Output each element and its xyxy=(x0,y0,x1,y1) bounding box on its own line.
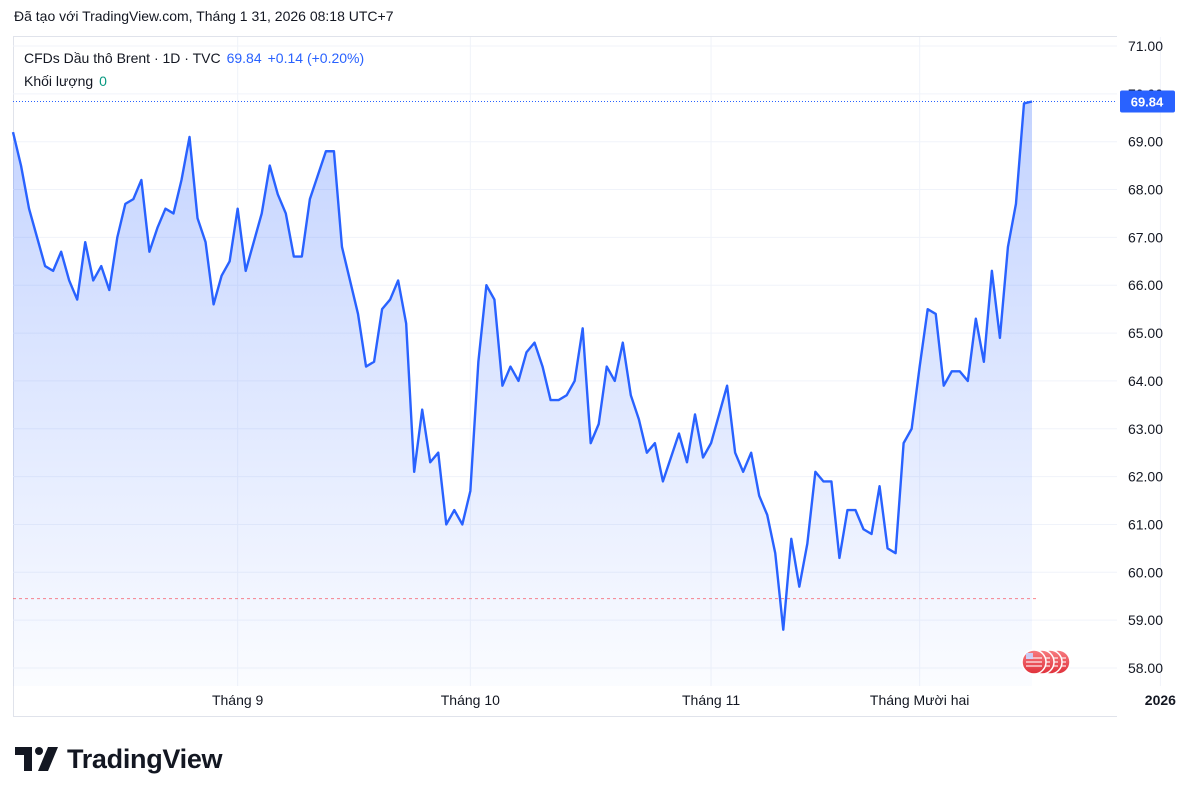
price-axis-tick-label: 61.00 xyxy=(1128,516,1163,532)
symbol-row: CFDs Dầu thô Brent · 1D · TVC 69.84 +0.14 … xyxy=(24,47,364,70)
time-axis: Tháng 9 Tháng 10 Tháng 11 Tháng Mười hai 202… xyxy=(212,692,1176,708)
price-axis-tick-label: 63.00 xyxy=(1128,421,1163,437)
last-price-tag-label: 69.84 xyxy=(1131,95,1164,110)
price-change: +0.14 (+0.20%) xyxy=(267,50,365,66)
time-axis-tick-label: Tháng 11 xyxy=(682,692,740,708)
price-area-fill xyxy=(13,101,1032,686)
last-price: 69.84 xyxy=(226,50,262,66)
last-price-tag: 69.84 xyxy=(1120,90,1175,113)
time-axis-tick-label: Tháng 9 xyxy=(212,692,264,708)
volume-value: 0 xyxy=(99,73,107,89)
volume-label: Khối lượng xyxy=(24,73,94,89)
us-flag-event-icon xyxy=(1021,649,1047,675)
tradingview-logo[interactable]: TradingView xyxy=(15,742,223,776)
price-axis-tick-label: 64.00 xyxy=(1128,373,1163,389)
price-axis-tick-label: 62.00 xyxy=(1128,469,1163,485)
time-axis-tick-label: Tháng 10 xyxy=(441,692,500,708)
created-with-caption: Đã tạo với TradingView.com, Tháng 1 31, … xyxy=(14,8,394,24)
price-axis-tick-label: 66.00 xyxy=(1128,277,1163,293)
price-line xyxy=(11,100,1033,631)
price-axis-tick-label: 65.00 xyxy=(1128,325,1163,341)
time-axis-tick-label: 2026 xyxy=(1145,692,1176,708)
price-axis: 58.00 59.00 60.00 61.00 62.00 63.00 64.00 65.00… xyxy=(1128,38,1163,676)
price-axis-tick-label: 58.00 xyxy=(1128,660,1163,676)
volume-row: Khối lượng 0 xyxy=(24,70,364,93)
brand-name: TradingView xyxy=(67,743,223,774)
price-chart[interactable]: 58.00 59.00 60.00 61.00 62.00 63.00 64.00 65.00… xyxy=(0,0,1200,720)
price-axis-tick-label: 69.00 xyxy=(1128,134,1163,150)
us-event-flags-icon[interactable] xyxy=(1021,649,1071,675)
price-axis-tick-label: 60.00 xyxy=(1128,564,1163,580)
price-axis-tick-label: 68.00 xyxy=(1128,182,1163,198)
chart-legend: CFDs Dầu thô Brent · 1D · TVC 69.84 +0.14 … xyxy=(24,47,364,93)
symbol-name[interactable]: CFDs Dầu thô Brent · 1D · TVC xyxy=(24,50,221,66)
time-axis-tick-label: Tháng Mười hai xyxy=(870,692,969,708)
price-axis-tick-label: 59.00 xyxy=(1128,612,1163,628)
tradingview-logo-icon xyxy=(15,747,58,771)
price-axis-tick-label: 71.00 xyxy=(1128,38,1163,54)
price-axis-tick-label: 67.00 xyxy=(1128,229,1163,245)
